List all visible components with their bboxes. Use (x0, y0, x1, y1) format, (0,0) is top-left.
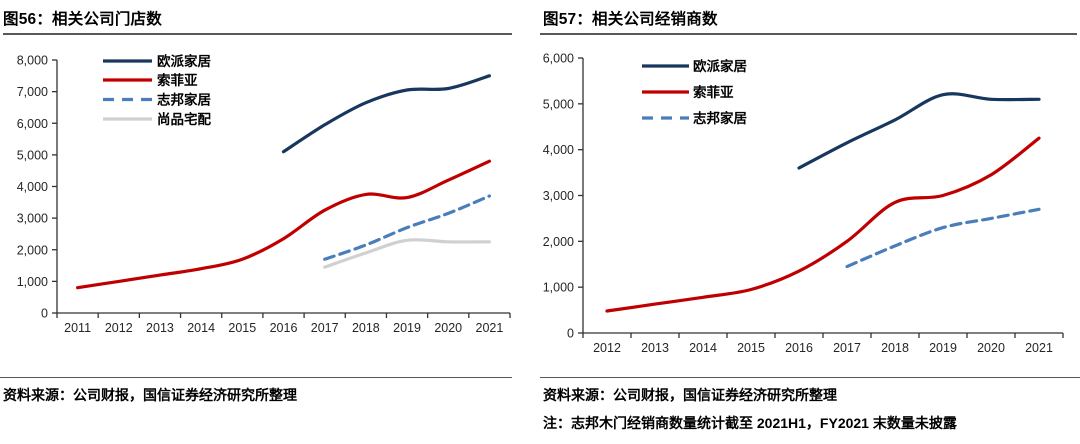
y-axis-tick-label: 6,000 (17, 117, 48, 131)
x-axis-tick-label: 2021 (476, 321, 504, 335)
x-axis-tick-label: 2019 (929, 341, 957, 355)
figure-56-title: 图56：相关公司门店数 (3, 11, 162, 28)
y-axis-tick-label: 5,000 (17, 148, 48, 162)
y-axis-tick-label: 6,000 (543, 52, 574, 66)
y-axis-tick-label: 4,000 (543, 143, 574, 157)
series-line-索菲亚 (75, 159, 491, 290)
y-axis-tick-label: 4,000 (17, 180, 48, 194)
x-axis-tick-label: 2015 (737, 341, 765, 355)
y-axis-tick-label: 2,000 (17, 243, 48, 257)
y-axis-tick-label: 8,000 (17, 54, 48, 68)
x-axis-tick-label: 2013 (146, 321, 174, 335)
legend-label-志邦家居: 志邦家居 (693, 110, 747, 126)
x-axis-tick-label: 2020 (434, 321, 462, 335)
x-axis-tick-label: 2012 (105, 321, 133, 335)
x-axis-tick-label: 2012 (593, 341, 621, 355)
dealer-count-line-chart: 0 1,000 2,000 3,000 4,000 5,000 6,000 2012 2013 2… (543, 52, 1064, 355)
figure-56-title-rule (3, 33, 512, 35)
series-line-索菲亚 (605, 136, 1041, 313)
y-axis-tick-label: 0 (567, 327, 574, 341)
x-axis-tick-label: 2014 (187, 321, 215, 335)
legend-label-尚品宅配: 尚品宅配 (157, 111, 211, 127)
series-line-欧派家居 (281, 74, 491, 154)
store-count-line-chart: 0 1,000 2,000 3,000 4,000 5,000 6,000 7,000 8,00… (17, 53, 511, 335)
legend-label-欧派家居: 欧派家居 (693, 58, 747, 74)
series-line-志邦家居 (323, 194, 491, 261)
figure-57-note: 注：志邦木门经销商数量统计截至 2021H1，FY2021 末数量未披露 (543, 415, 957, 431)
legend-label-志邦家居: 志邦家居 (157, 92, 211, 108)
figure-57-footer-rule (540, 377, 1080, 378)
x-axis-tick-label: 2017 (833, 341, 861, 355)
figure-57-source: 资料来源：公司财报，国信证券经济研究所整理 (543, 387, 837, 403)
y-axis-tick-label: 5,000 (543, 97, 574, 111)
x-axis-tick-label: 2021 (1025, 341, 1053, 355)
x-axis-tick-label: 2018 (881, 341, 909, 355)
figure-56-footer-rule (0, 377, 512, 378)
legend-label-索菲亚: 索菲亚 (693, 84, 734, 100)
y-axis-tick-label: 7,000 (17, 85, 48, 99)
series-line-欧派家居 (797, 92, 1041, 170)
x-axis-tick-label: 2016 (785, 341, 813, 355)
x-axis-tick-label: 2020 (977, 341, 1005, 355)
figure-57-title-rule (540, 33, 1077, 35)
x-axis-tick-label: 2016 (270, 321, 298, 335)
y-axis-tick-label: 3,000 (543, 189, 574, 203)
x-axis-tick-label: 2017 (311, 321, 339, 335)
x-axis-tick-label: 2018 (352, 321, 380, 335)
x-axis-tick-label: 2019 (393, 321, 421, 335)
y-axis-tick-label: 0 (41, 307, 48, 321)
legend-label-索菲亚: 索菲亚 (157, 72, 198, 88)
y-axis-tick-label: 3,000 (17, 212, 48, 226)
figure-57-title: 图57：相关公司经销商数 (543, 11, 718, 28)
x-axis-tick-label: 2011 (64, 321, 91, 335)
figure-56-source: 资料来源：公司财报，国信证券经济研究所整理 (3, 387, 297, 403)
series-line-志邦家居 (845, 207, 1041, 269)
x-axis-tick-label: 2014 (689, 341, 717, 355)
y-axis-tick-label: 2,000 (543, 235, 574, 249)
y-axis-tick-label: 1,000 (543, 281, 574, 295)
x-axis-tick-label: 2015 (228, 321, 256, 335)
legend-label-欧派家居: 欧派家居 (157, 53, 211, 69)
x-axis-tick-label: 2013 (641, 341, 669, 355)
y-axis-tick-label: 1,000 (17, 275, 48, 289)
series-line-尚品宅配 (323, 238, 491, 269)
